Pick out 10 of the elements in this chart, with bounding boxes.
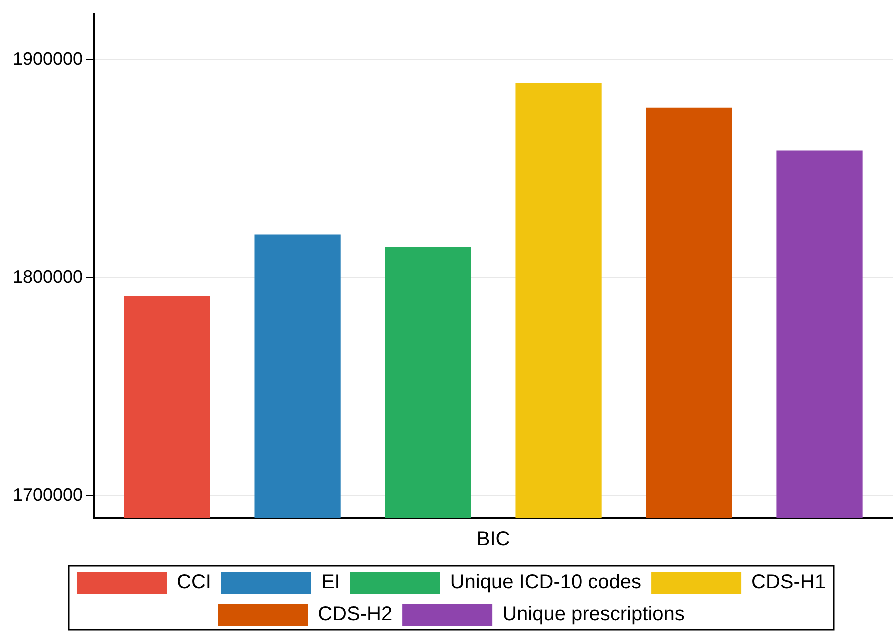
legend-label: CDS-H2 xyxy=(318,604,393,626)
legend-label: Unique prescriptions xyxy=(502,604,685,626)
legend-label: CDS-H1 xyxy=(752,572,826,594)
y-tick-label: 1900000 xyxy=(12,48,84,69)
legend-label: CCI xyxy=(177,572,212,594)
y-tick-label: 1800000 xyxy=(12,266,84,287)
legend-label: Unique ICD-10 codes xyxy=(450,572,642,594)
y-tick-label: 1700000 xyxy=(12,485,84,506)
legend-label: EI xyxy=(321,572,340,594)
x-tick-label: BIC xyxy=(476,528,510,551)
